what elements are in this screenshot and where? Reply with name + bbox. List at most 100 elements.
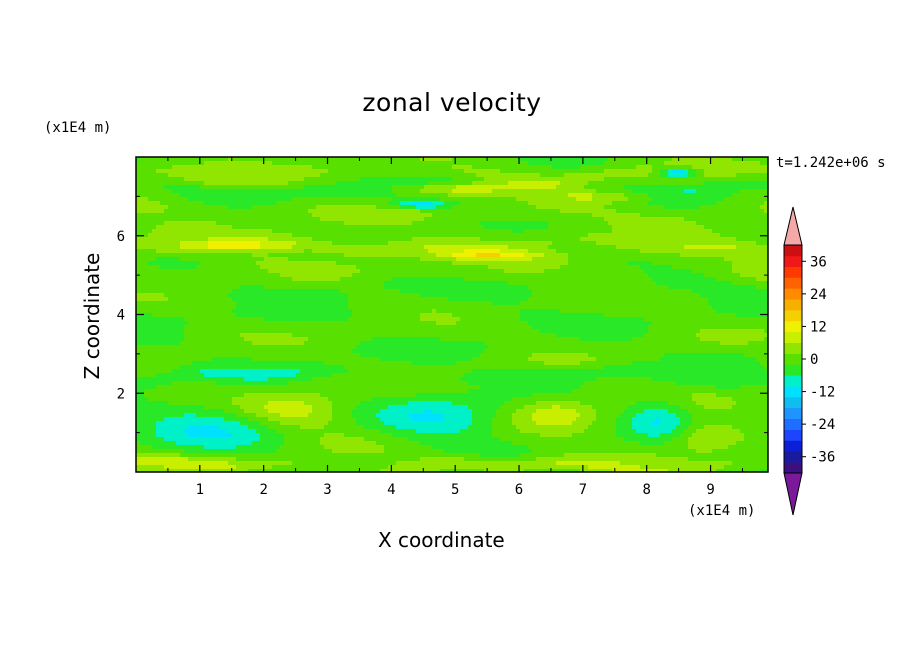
contour-cell bbox=[608, 277, 613, 282]
contour-cell bbox=[696, 181, 701, 186]
contour-cell bbox=[652, 169, 657, 174]
contour-cell bbox=[452, 169, 457, 174]
contour-cell bbox=[284, 277, 289, 282]
contour-cell bbox=[488, 173, 493, 178]
contour-cell bbox=[388, 257, 393, 262]
contour-cell bbox=[592, 185, 597, 190]
contour-cell bbox=[268, 157, 273, 162]
contour-cell bbox=[420, 185, 425, 190]
contour-cell bbox=[292, 181, 297, 186]
contour-cell bbox=[508, 213, 513, 218]
contour-cell bbox=[388, 217, 393, 222]
contour-cell bbox=[568, 205, 573, 210]
contour-cell bbox=[144, 165, 149, 170]
contour-cell bbox=[272, 249, 277, 254]
contour-cell bbox=[644, 253, 649, 258]
contour-cell bbox=[308, 213, 313, 218]
contour-cell bbox=[504, 261, 509, 266]
contour-cell bbox=[392, 201, 397, 206]
contour-cell bbox=[612, 209, 617, 214]
contour-cell bbox=[456, 165, 461, 170]
contour-cell bbox=[520, 221, 525, 226]
contour-cell bbox=[696, 177, 701, 182]
contour-cell bbox=[664, 157, 669, 162]
contour-cell bbox=[748, 157, 753, 162]
contour-cell bbox=[448, 241, 453, 246]
contour-cell bbox=[444, 253, 449, 258]
contour-cell bbox=[512, 277, 517, 282]
contour-cell bbox=[604, 173, 609, 178]
contour-cell bbox=[728, 213, 733, 218]
contour-cell bbox=[500, 265, 505, 270]
contour-cell bbox=[468, 217, 473, 222]
contour-cell bbox=[752, 225, 757, 230]
contour-cell bbox=[304, 209, 309, 214]
contour-cell bbox=[732, 241, 737, 246]
contour-cell bbox=[504, 233, 509, 238]
contour-cell bbox=[320, 161, 325, 166]
contour-cell bbox=[516, 205, 521, 210]
contour-cell bbox=[596, 213, 601, 218]
contour-cell bbox=[648, 157, 653, 162]
contour-cell bbox=[764, 205, 768, 210]
contour-cell bbox=[268, 257, 273, 262]
contour-cell bbox=[580, 269, 585, 274]
contour-cell bbox=[156, 173, 161, 178]
contour-cell bbox=[516, 217, 521, 222]
contour-cell bbox=[524, 217, 529, 222]
contour-cell bbox=[176, 157, 181, 162]
contour-cell bbox=[484, 245, 489, 250]
contour-cell bbox=[324, 213, 329, 218]
contour-cell bbox=[748, 197, 753, 202]
contour-cell bbox=[564, 241, 569, 246]
contour-cell bbox=[448, 189, 453, 194]
contour-cell bbox=[652, 245, 657, 250]
contour-cell bbox=[288, 209, 293, 214]
contour-cell bbox=[236, 217, 241, 222]
contour-cell bbox=[620, 261, 625, 266]
contour-cell bbox=[396, 217, 401, 222]
contour-cell bbox=[676, 233, 681, 238]
contour-cell bbox=[320, 213, 325, 218]
contour-cell bbox=[660, 161, 665, 166]
contour-cell bbox=[572, 249, 577, 254]
contour-cell bbox=[180, 157, 185, 162]
contour-cell bbox=[248, 165, 253, 170]
contour-cell bbox=[604, 245, 609, 250]
contour-cell bbox=[336, 185, 341, 190]
contour-cell bbox=[260, 177, 265, 182]
contour-cell bbox=[248, 237, 253, 242]
contour-cell bbox=[288, 233, 293, 238]
contour-cell bbox=[488, 277, 493, 282]
contour-cell bbox=[220, 205, 225, 210]
contour-cell bbox=[728, 225, 733, 230]
contour-cell bbox=[600, 161, 605, 166]
contour-cell bbox=[264, 173, 269, 178]
contour-cell bbox=[344, 245, 349, 250]
contour-cell bbox=[468, 157, 473, 162]
contour-cell bbox=[644, 197, 649, 202]
contour-cell bbox=[428, 209, 433, 214]
contour-cell bbox=[188, 165, 193, 170]
contour-cell bbox=[744, 177, 749, 182]
contour-cell bbox=[300, 225, 305, 230]
contour-cell bbox=[724, 229, 729, 234]
contour-cell bbox=[624, 165, 629, 170]
contour-cell bbox=[340, 245, 345, 250]
contour-cell bbox=[360, 261, 365, 266]
contour-cell bbox=[580, 189, 585, 194]
contour-cell bbox=[724, 197, 729, 202]
contour-cell bbox=[476, 185, 481, 190]
contour-cell bbox=[472, 193, 477, 198]
contour-cell bbox=[560, 253, 565, 258]
contour-cell bbox=[348, 269, 353, 274]
contour-cell bbox=[744, 213, 749, 218]
contour-cell bbox=[524, 237, 529, 242]
contour-cell bbox=[296, 173, 301, 178]
contour-cell bbox=[616, 221, 621, 226]
contour-cell bbox=[708, 261, 713, 266]
contour-cell bbox=[628, 249, 633, 254]
contour-cell bbox=[252, 209, 257, 214]
contour-cell bbox=[308, 233, 313, 238]
contour-cell bbox=[488, 269, 493, 274]
